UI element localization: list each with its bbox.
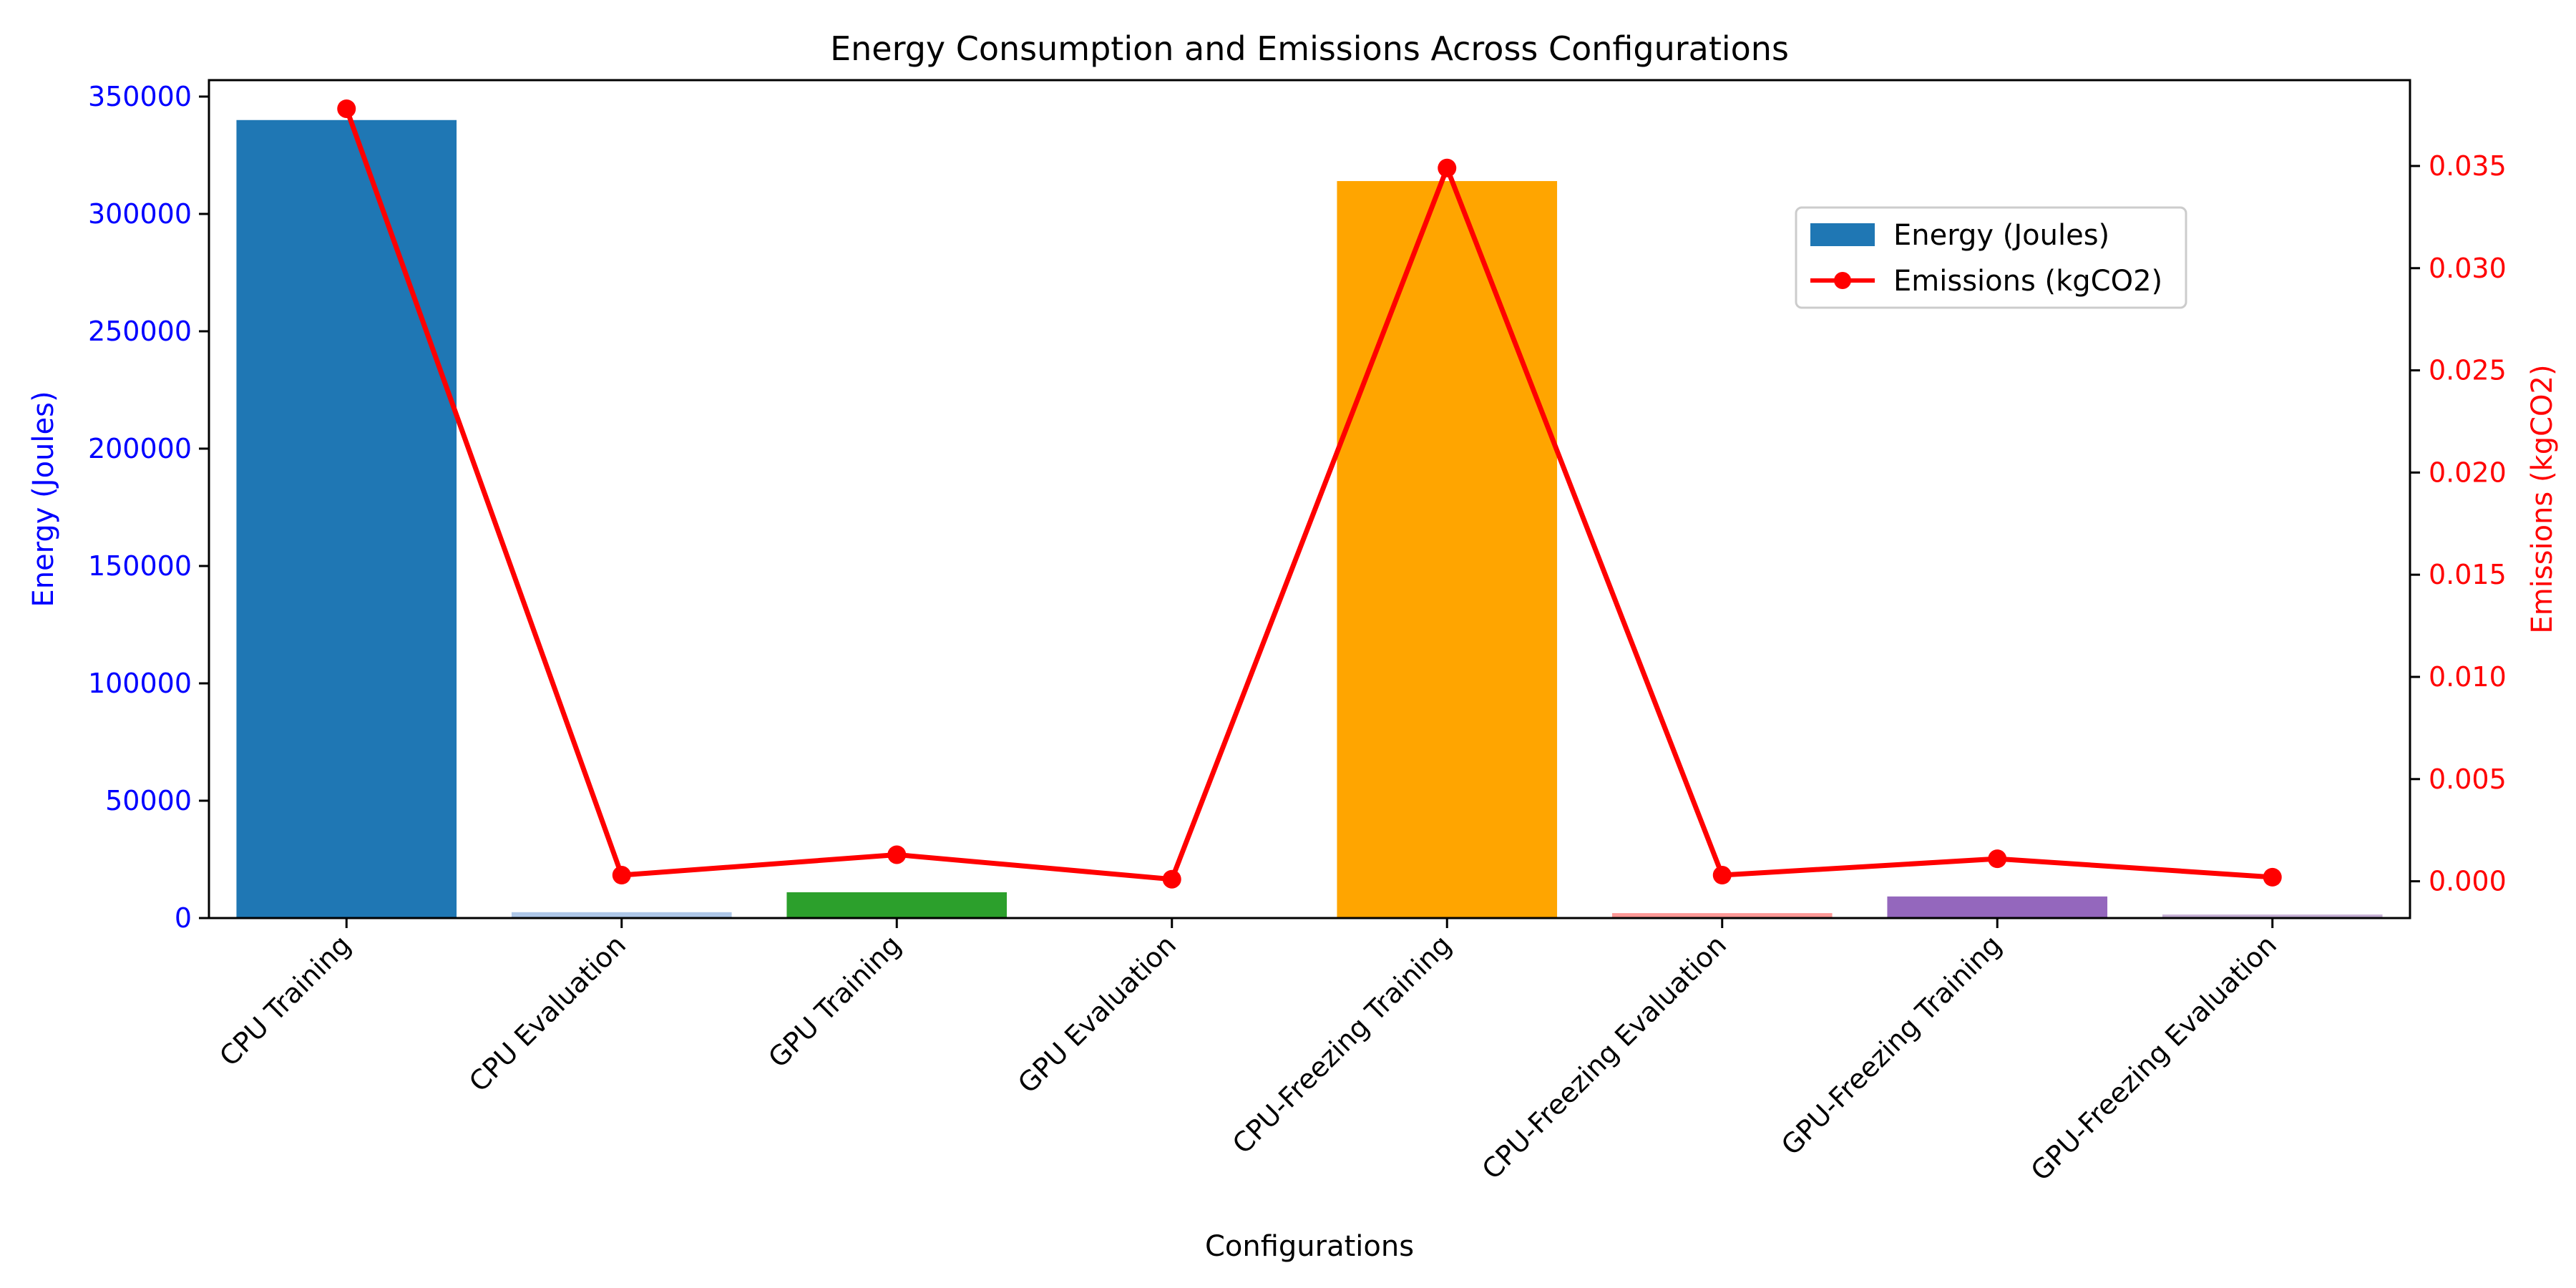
energy-bar [786, 892, 1008, 918]
left-y-axis: 0 50000 100000 150000 200000 250000 300000 3500… [88, 81, 209, 934]
energy-bar [1337, 181, 1558, 919]
x-axis-label: Configurations [1205, 1230, 1414, 1263]
energy-bar [1887, 896, 2108, 918]
emissions-point [1712, 866, 1732, 885]
right-tick-label: 0.020 [2429, 457, 2507, 488]
left-tick-label: 350000 [88, 81, 192, 112]
right-y-axis-label: Emissions (kgCO2) [2526, 364, 2559, 633]
emissions-point [887, 845, 907, 864]
emissions-point [337, 99, 356, 118]
right-tick-label: 0.000 [2429, 866, 2507, 897]
x-axis: CPU Training CPU Evaluation GPU Training GP… [213, 918, 2283, 1187]
emissions-line [343, 107, 2273, 882]
right-tick-label: 0.025 [2429, 355, 2507, 386]
right-tick-label: 0.035 [2429, 150, 2507, 182]
left-tick-label: 200000 [88, 433, 192, 464]
emissions-point [1988, 849, 2007, 869]
emissions-point [2263, 867, 2282, 887]
right-tick-label: 0.015 [2429, 559, 2507, 590]
plot-frame [208, 79, 2411, 919]
x-tick-label: GPU Training [762, 929, 907, 1073]
x-tick-label: GPU-Freezing Evaluation [2025, 929, 2283, 1187]
energy-bar [1611, 913, 1833, 918]
right-tick-label: 0.005 [2429, 763, 2507, 795]
legend-box [1795, 206, 2187, 309]
legend-energy-swatch [1810, 223, 1875, 246]
legend-energy-label: Energy (Joules) [1893, 219, 2109, 252]
legend-emissions-marker [1834, 272, 1851, 289]
left-tick-label: 250000 [88, 316, 192, 347]
left-tick-label: 0 [175, 902, 192, 934]
x-tick-label: CPU-Freezing Evaluation [1476, 929, 1732, 1185]
left-y-axis-label: Energy (Joules) [27, 391, 60, 607]
energy-bar [236, 119, 457, 918]
right-tick-label: 0.010 [2429, 661, 2507, 693]
left-tick-label: 100000 [88, 668, 192, 699]
energy-bar [2162, 914, 2383, 918]
emissions-point [612, 866, 631, 885]
x-tick-label: GPU Evaluation [1012, 929, 1182, 1099]
emissions-point [1438, 158, 1457, 177]
energy-bar [511, 912, 732, 918]
emissions-point [1162, 869, 1181, 889]
chart-title: Energy Consumption and Emissions Across … [830, 29, 1789, 68]
emissions-line-layer [337, 99, 2282, 889]
right-y-axis: 0.000 0.005 0.010 0.015 0.020 0.025 0.030 0.035 [2410, 150, 2507, 897]
x-tick-label: CPU Training [213, 929, 356, 1072]
bars-layer [236, 119, 2383, 919]
x-tick-label: CPU Evaluation [463, 929, 632, 1098]
x-tick-label: CPU-Freezing Training [1226, 929, 1458, 1160]
x-tick-label: GPU-Freezing Training [1775, 929, 2008, 1161]
left-tick-label: 300000 [88, 198, 192, 230]
left-tick-label: 150000 [88, 550, 192, 582]
right-tick-label: 0.030 [2429, 253, 2507, 284]
left-tick-label: 50000 [105, 785, 192, 816]
legend: Energy (Joules) Emissions (kgCO2) [1795, 206, 2187, 309]
legend-emissions-label: Emissions (kgCO2) [1893, 265, 2162, 298]
